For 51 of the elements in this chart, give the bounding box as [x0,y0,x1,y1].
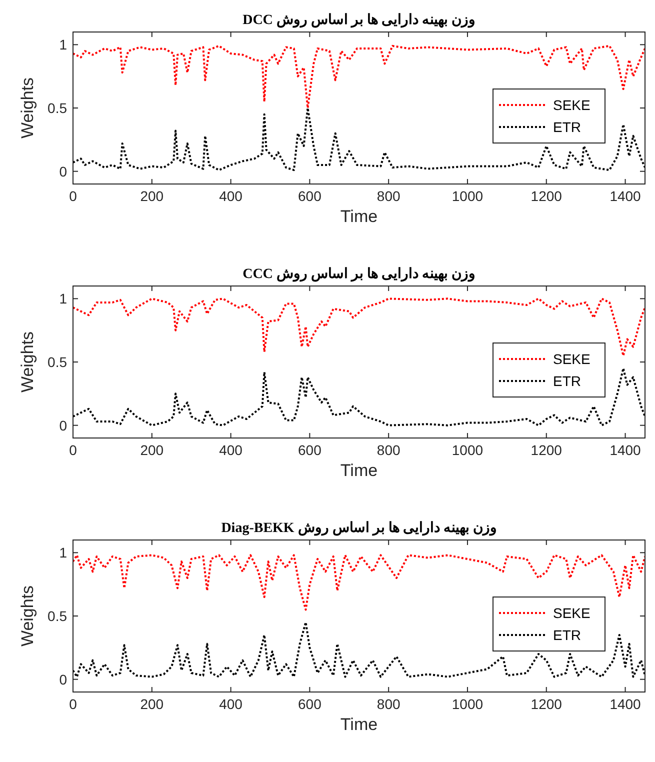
x-tick-label: 600 [298,696,322,712]
line-series [73,367,645,426]
y-axis-title: Weights [18,585,37,647]
legend-label: ETR [553,119,581,135]
y-tick-label: 0 [59,671,68,688]
y-axis-title: Weights [18,331,37,393]
x-tick-label: 600 [298,442,322,458]
y-tick-label: 0 [59,417,68,434]
x-tick-label: 1200 [530,442,562,458]
chart-title: وزن بهینه دارایی ها بر اساس روش Diag-BEKK [221,521,497,536]
y-tick-label: 1 [59,290,68,307]
chart-title: وزن بهینه دارایی ها بر اساس روش DCC [242,13,476,28]
y-tick-label: 0.5 [48,354,68,370]
x-tick-label: 1000 [452,696,484,712]
x-tick-label: 200 [140,696,164,712]
x-tick-label: 200 [140,442,164,458]
y-tick-label: 0.5 [48,100,68,116]
x-tick-label: 1400 [610,442,642,458]
x-tick-label: 1200 [530,188,562,204]
legend-label: ETR [553,373,581,389]
x-tick-label: 0 [69,696,78,712]
x-tick-label: 400 [219,188,243,204]
y-tick-label: 1 [59,544,68,561]
x-tick-label: 400 [219,442,243,458]
x-tick-label: 800 [376,696,400,712]
line-series [73,44,645,109]
line-series [73,621,645,678]
x-tick-label: 0 [69,442,78,458]
legend-label: SEKE [553,351,590,367]
x-tick-label: 0 [69,188,78,204]
chart-title: وزن بهینه دارایی ها بر اساس روش CCC [242,267,476,282]
x-tick-label: 800 [376,442,400,458]
y-tick-label: 0.5 [48,608,68,624]
x-tick-label: 1000 [452,442,484,458]
y-tick-label: 1 [59,36,68,53]
x-tick-label: 400 [219,696,243,712]
x-tick-label: 600 [298,188,322,204]
x-tick-label: 800 [376,188,400,204]
y-tick-label: 0 [59,163,68,180]
x-tick-label: 1400 [610,696,642,712]
x-tick-label: 1000 [452,188,484,204]
x-axis-title: Time [340,715,378,734]
legend-label: ETR [553,627,581,643]
legend-label: SEKE [553,97,590,113]
x-axis-title: Time [340,461,378,480]
x-axis-title: Time [340,207,378,226]
y-axis-title: Weights [18,77,37,139]
x-tick-label: 200 [140,188,164,204]
x-tick-label: 1200 [530,696,562,712]
legend-label: SEKE [553,605,590,621]
x-tick-label: 1400 [610,188,642,204]
